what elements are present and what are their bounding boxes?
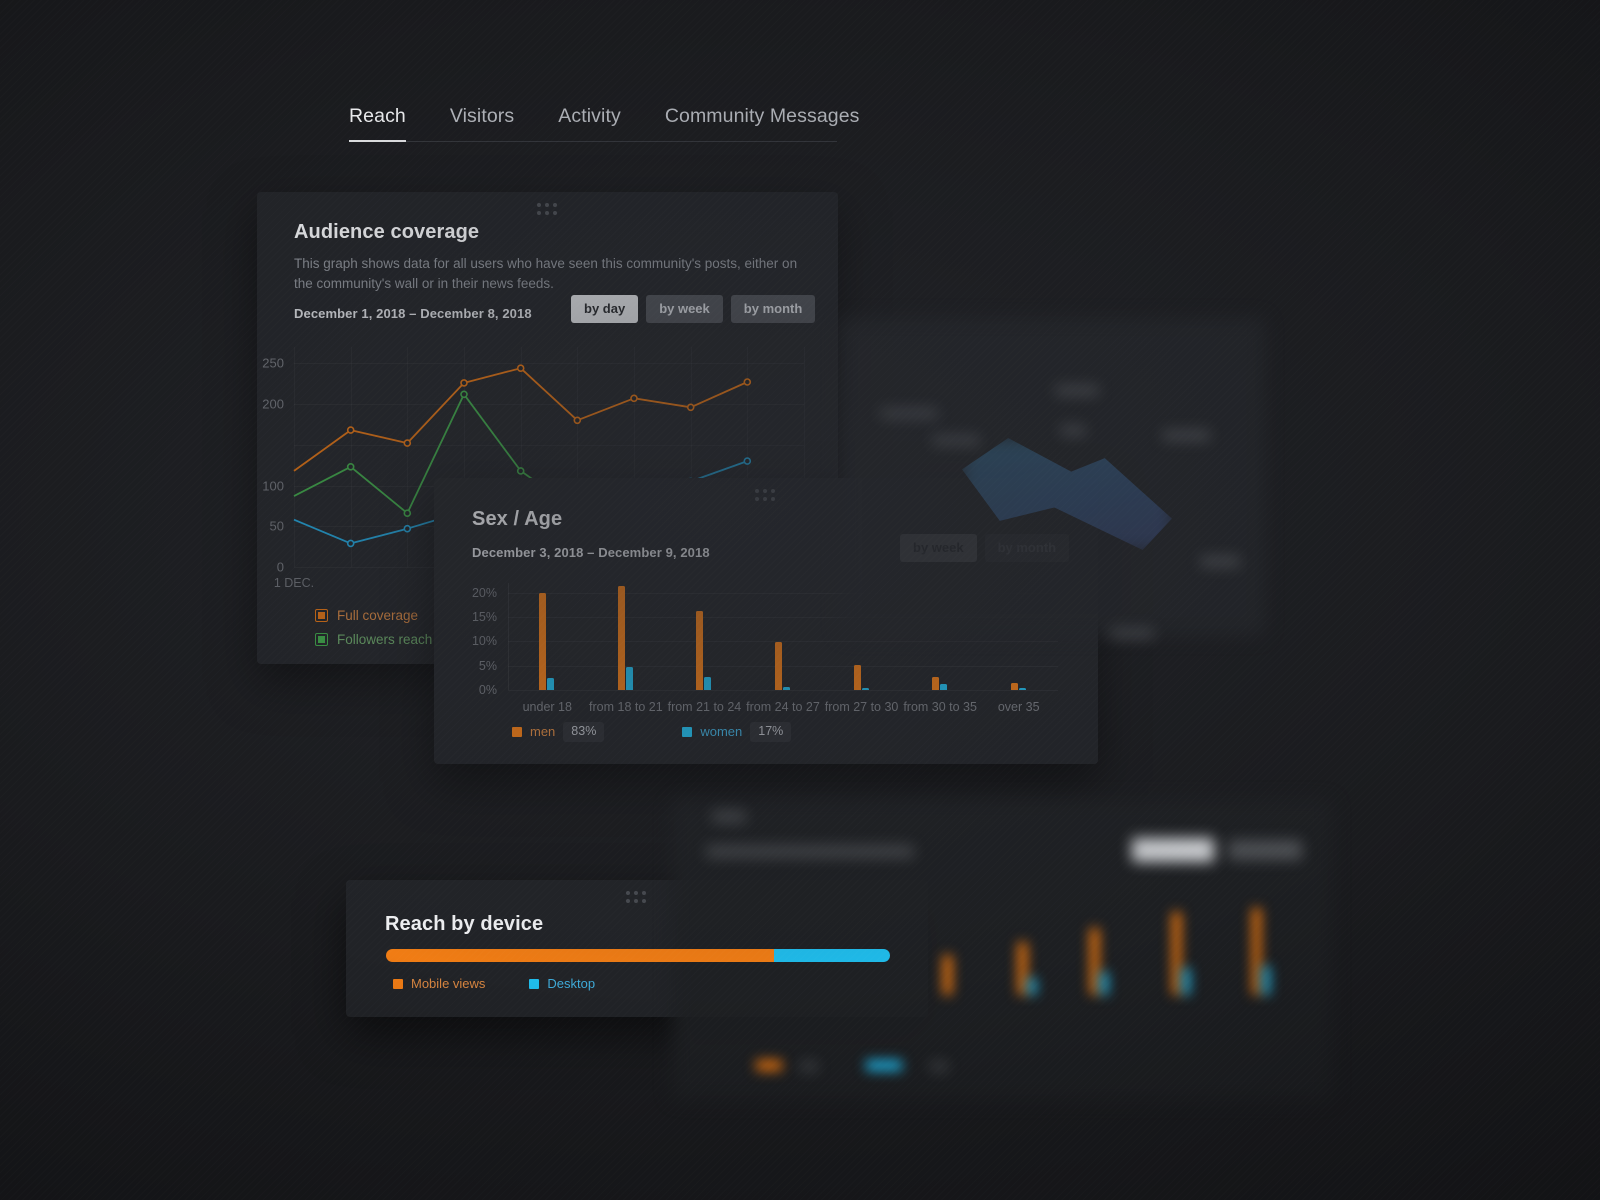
tab-community-messages[interactable]: Community Messages (664, 105, 860, 127)
legend-label-women: women (700, 724, 743, 740)
background-text-blob (930, 1062, 948, 1071)
background-button-blob (1132, 838, 1214, 862)
background-bar (1028, 978, 1036, 995)
background-legend-blob (866, 1060, 902, 1071)
main-tabs: Reach Visitors Activity Community Messag… (349, 105, 859, 142)
background-text-blob (1060, 425, 1086, 436)
legend-swatch-women (682, 726, 693, 737)
background-text-blob (706, 845, 914, 858)
device-bar-mobile (386, 949, 775, 962)
legend-item-desktop[interactable]: Desktop (529, 976, 595, 991)
background-bar (1018, 942, 1027, 995)
background-bar (1172, 912, 1181, 995)
device-bar-desktop (774, 949, 890, 962)
background-text-blob (712, 810, 746, 823)
device-legend: Mobile views Desktop (393, 976, 595, 991)
background-text-blob (880, 408, 938, 419)
legend-swatch-mobile-views (393, 978, 403, 989)
background-text-blob (1200, 556, 1240, 567)
background-button-blob (1228, 840, 1302, 860)
background-legend-blob (756, 1060, 782, 1071)
legend-value-women: 17% (750, 722, 792, 742)
background-text-blob (1110, 628, 1154, 639)
background-bar (1182, 968, 1190, 995)
background-text-blob (932, 435, 980, 446)
background-text-blob (800, 1062, 818, 1071)
background-bar (1100, 972, 1108, 995)
legend-item-men[interactable]: men 83% (512, 722, 605, 742)
background-bar (943, 955, 952, 995)
legend-swatch-desktop (529, 978, 540, 989)
background-bar (1252, 908, 1261, 995)
background-bar (1262, 966, 1270, 995)
tab-reach[interactable]: Reach (349, 105, 406, 142)
legend-label-men: men (530, 724, 556, 740)
legend-item-mobile-views[interactable]: Mobile views (393, 976, 485, 991)
sex-age-legend: men 83% women 17% (512, 722, 792, 742)
legend-label-mobile-views: Mobile views (411, 976, 486, 991)
background-text-blob (1162, 430, 1210, 441)
tab-visitors[interactable]: Visitors (449, 105, 515, 127)
legend-swatch-men (512, 726, 522, 737)
background-text-blob (1055, 385, 1099, 396)
device-split-bar (386, 949, 890, 962)
tab-activity[interactable]: Activity (558, 105, 621, 127)
legend-value-men: 83% (563, 722, 605, 742)
background-bar (1090, 928, 1099, 995)
legend-item-women[interactable]: women 17% (682, 722, 792, 742)
legend-label-desktop: Desktop (547, 976, 596, 991)
